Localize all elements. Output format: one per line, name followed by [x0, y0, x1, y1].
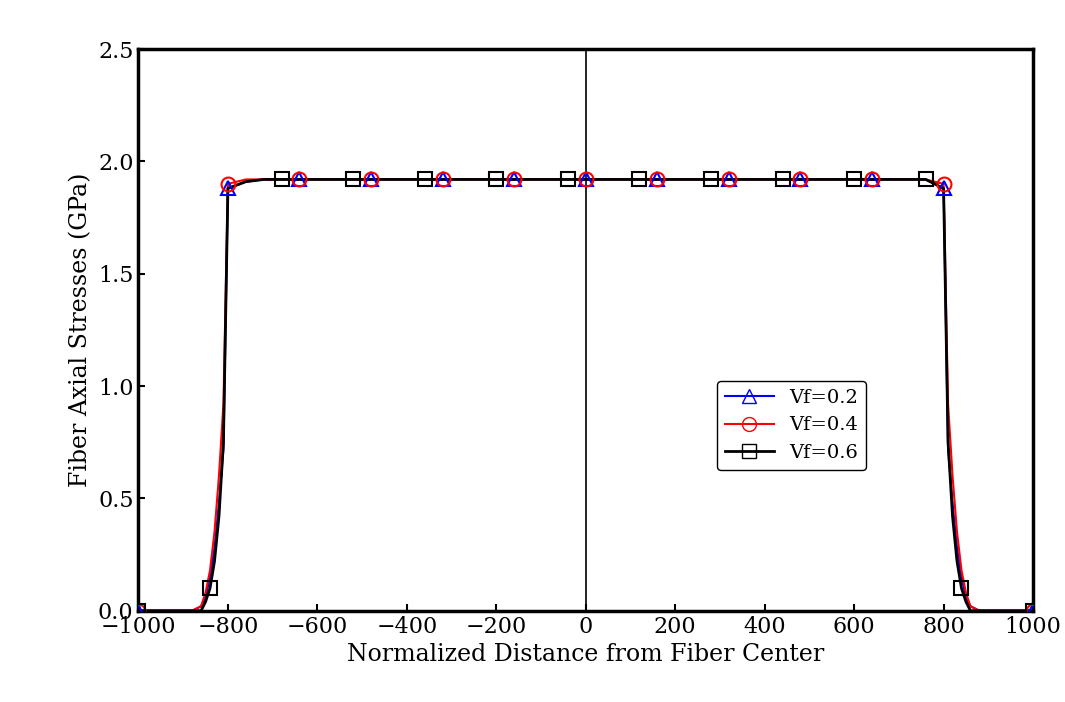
X-axis label: Normalized Distance from Fiber Center: Normalized Distance from Fiber Center [347, 643, 824, 666]
Legend: Vf=0.2, Vf=0.4, Vf=0.6: Vf=0.2, Vf=0.4, Vf=0.6 [717, 381, 866, 470]
Y-axis label: Fiber Axial Stresses (GPa): Fiber Axial Stresses (GPa) [69, 173, 93, 487]
